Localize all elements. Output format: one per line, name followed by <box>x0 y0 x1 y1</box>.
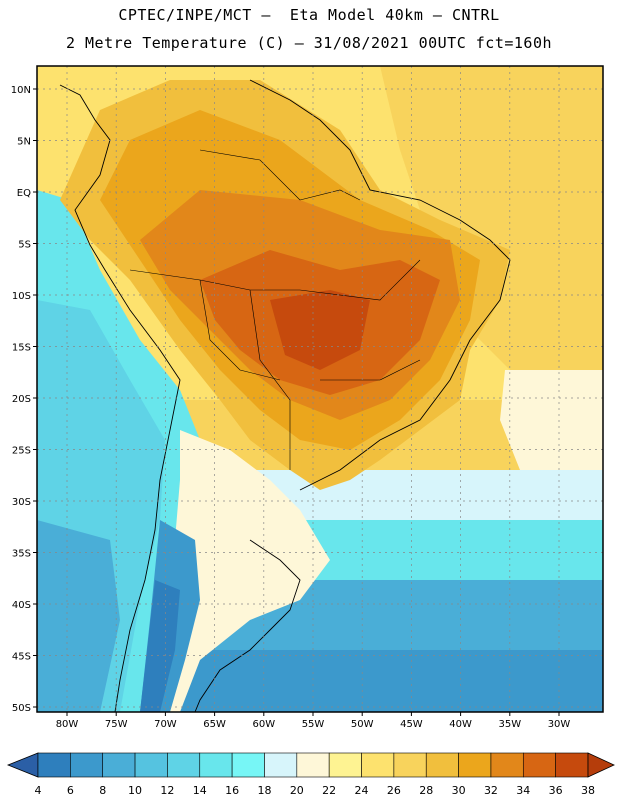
lon-label-70w: 70W <box>154 719 177 730</box>
lat-label-15s: 15S <box>12 343 31 354</box>
colorbar-label-20: 20 <box>290 784 304 797</box>
colorbar-label-34: 34 <box>516 784 530 797</box>
lon-label-30w: 30W <box>548 719 571 730</box>
colorbar-label-12: 12 <box>160 784 174 797</box>
lat-label-50s: 50S <box>12 703 31 714</box>
colorbar-box-8-10 <box>102 752 136 778</box>
colorbar-label-32: 32 <box>484 784 498 797</box>
colorbar-box-28-30 <box>425 752 459 778</box>
map-title-line-2: 2 Metre Temperature (C) – 31/08/2021 00U… <box>65 34 553 52</box>
country-borders <box>129 149 421 470</box>
colorbar-box-36-38 <box>555 752 589 778</box>
lon-label-40w: 40W <box>449 719 472 730</box>
colorbar-box-34-36 <box>522 752 556 778</box>
colorbar-label-4: 4 <box>35 784 42 797</box>
graticule <box>37 66 603 712</box>
lon-label-80w: 80W <box>56 719 79 730</box>
colorbar-label-38: 38 <box>581 784 595 797</box>
lat-label-30s: 30S <box>12 497 31 508</box>
colorbar-label-8: 8 <box>99 784 106 797</box>
latitude-labels: 10N 5N EQ 5S 10S 15S 20S 25S 30S 35S 40S 45S 50S <box>11 85 37 714</box>
colorbar-box-24-26 <box>361 752 395 778</box>
coastline <box>59 79 511 712</box>
lon-label-60w: 60W <box>252 719 275 730</box>
colorbar-label-18: 18 <box>257 784 271 797</box>
lat-label-5n: 5N <box>17 137 31 148</box>
map-title-line-1: CPTEC/INPE/MCT – Eta Model 40km – CNTRL <box>118 6 500 24</box>
lat-label-5s: 5S <box>18 240 31 251</box>
lon-label-35w: 35W <box>498 719 521 730</box>
lon-label-50w: 50W <box>351 719 374 730</box>
colorbar-box-10-12 <box>134 752 168 778</box>
colorbar-box-6-8 <box>70 752 104 778</box>
colorbar-label-6: 6 <box>67 784 74 797</box>
lat-label-eq: EQ <box>17 188 31 199</box>
lon-label-75w: 75W <box>105 719 128 730</box>
lat-label-45s: 45S <box>12 652 31 663</box>
colorbar-label-28: 28 <box>419 784 433 797</box>
colorbar-label-24: 24 <box>355 784 369 797</box>
colorbar-label-30: 30 <box>452 784 466 797</box>
colorbar-box-26-28 <box>393 752 427 778</box>
colorbar-label-26: 26 <box>387 784 401 797</box>
map-field <box>37 66 603 712</box>
lat-label-20s: 20S <box>12 394 31 405</box>
lat-label-10n: 10N <box>11 85 31 96</box>
colorbar-label-14: 14 <box>193 784 207 797</box>
colorbar-box-30-32 <box>458 752 492 778</box>
colorbar-box-20-22 <box>296 752 330 778</box>
lat-label-25s: 25S <box>12 446 31 457</box>
colorbar-box-18-20 <box>264 752 298 778</box>
colorbar-label-22: 22 <box>322 784 336 797</box>
lat-label-10s: 10S <box>12 291 31 302</box>
field-atlantic-mild <box>500 370 603 470</box>
colorbar-box-12-14 <box>167 752 201 778</box>
map-frame <box>36 65 604 713</box>
colorbar-box-22-24 <box>328 752 362 778</box>
field-southern-cone <box>150 430 330 712</box>
lon-label-65w: 65W <box>203 719 226 730</box>
colorbar-label-16: 16 <box>225 784 239 797</box>
lat-label-40s: 40S <box>12 600 31 611</box>
lon-label-45w: 45W <box>400 719 423 730</box>
lon-label-55w: 55W <box>302 719 325 730</box>
field-core <box>270 290 370 370</box>
colorbar: 4 6 8 10 12 14 16 18 20 22 24 26 28 30 32 34 36 38 <box>6 752 615 797</box>
colorbar-box-16-18 <box>231 752 265 778</box>
colorbar-box-14-16 <box>199 752 233 778</box>
field-pacific-far-south <box>37 520 120 712</box>
lat-label-35s: 35S <box>12 549 31 560</box>
colorbar-label-10: 10 <box>128 784 142 797</box>
colorbar-arrow-right <box>587 752 615 778</box>
field-andes-colder <box>140 580 180 712</box>
field-atlantic-warm <box>380 66 603 380</box>
colorbar-box-4-6 <box>37 752 71 778</box>
colorbar-arrow-left <box>6 752 39 778</box>
colorbar-box-32-34 <box>490 752 524 778</box>
colorbar-label-36: 36 <box>549 784 563 797</box>
longitude-labels: 80W 75W 70W 65W 60W 55W 50W 45W 40W 35W 30W <box>56 712 571 730</box>
